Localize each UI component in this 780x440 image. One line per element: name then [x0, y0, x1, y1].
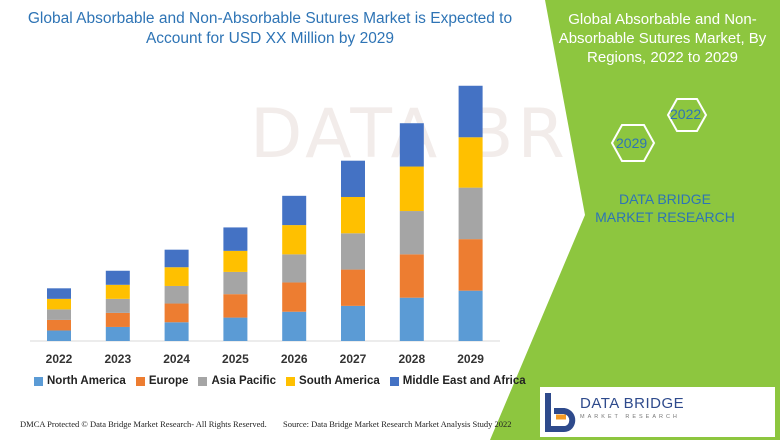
bar-segment-2028-asia-pacific [399, 211, 424, 255]
legend-label: Middle East and Africa [402, 375, 526, 387]
bar-segment-2028-north-america [399, 297, 424, 341]
legend-item: Asia Pacific [198, 375, 276, 387]
bar-segment-2027-middle-east-and-africa [341, 160, 365, 197]
footer-copyright: DMCA Protected © Data Bridge Market Rese… [20, 419, 267, 429]
bar-segment-2024-europe [164, 303, 189, 323]
x-tick-label: 2026 [281, 352, 308, 366]
bar-segment-2025-middle-east-and-africa [223, 227, 248, 251]
bar-segment-2026-asia-pacific [282, 254, 307, 283]
bar-segment-2023-south-america [105, 284, 130, 299]
logo-mark-icon [545, 393, 576, 432]
bar-segment-2028-europe [399, 254, 424, 298]
x-tick-label: 2023 [104, 352, 131, 366]
bar-segment-2024-south-america [164, 267, 189, 286]
bar-segment-2027-south-america [341, 196, 365, 234]
x-tick-label: 2029 [457, 352, 484, 366]
bar-segment-2023-middle-east-and-africa [105, 270, 130, 285]
legend-swatch [34, 376, 43, 386]
logo-name: DATA BRIDGE [580, 395, 685, 412]
bar-segment-2027-europe [341, 269, 365, 306]
bar-segment-2023-north-america [105, 326, 130, 341]
legend-item: Middle East and Africa [389, 375, 526, 387]
legend-label: Europe [148, 375, 189, 387]
bar-segment-2024-asia-pacific [164, 285, 189, 304]
bar-segment-2028-south-america [399, 166, 424, 212]
bar-segment-2027-north-america [341, 305, 365, 341]
legend-label: Asia Pacific [211, 375, 277, 387]
stacked-bar-chart: 2022 2023 2024 2025 2026 2027 2028 2029 [30, 85, 500, 366]
legend-label: South America [299, 375, 380, 387]
legend-item: South America [286, 375, 380, 387]
logo-subtitle: MARKET RESEARCH [580, 414, 680, 420]
logo: DATA BRIDGE MARKET RESEARCH [540, 387, 775, 437]
x-tick-label: 2027 [340, 352, 367, 366]
x-tick-label: 2024 [163, 352, 190, 366]
bar-segment-2026-north-america [282, 311, 307, 341]
bar-segment-2029-middle-east-and-africa [458, 85, 483, 138]
bar-segment-2025-north-america [223, 317, 248, 341]
legend-item: Europe [135, 375, 189, 387]
bar-segment-2023-europe [105, 312, 130, 327]
legend-swatch [286, 376, 296, 386]
hex-label-2022: 2022 [670, 106, 702, 122]
legend-swatch [135, 376, 145, 386]
bar-segment-2026-south-america [282, 225, 307, 255]
x-tick-label: 2028 [398, 352, 425, 366]
chart-legend: North America Europe Asia Pacific South Ame… [34, 375, 526, 387]
bar-segment-2022-europe [47, 319, 71, 331]
footer-source: Source: Data Bridge Market Research Mark… [283, 419, 512, 429]
bar-segment-2027-asia-pacific [341, 233, 365, 270]
bar-segment-2024-middle-east-and-africa [164, 249, 189, 268]
legend-swatch [198, 376, 208, 386]
bar-segment-2029-europe [458, 239, 483, 291]
bar-segment-2024-north-america [164, 322, 189, 341]
legend-label: North America [47, 375, 126, 387]
bar-segment-2026-middle-east-and-africa [282, 195, 307, 226]
chart-title: Global Absorbable and Non-Absorbable Sut… [27, 10, 513, 47]
brand-text: DATA BRIDGE MARKET RESEARCH [595, 191, 735, 225]
bar-segment-2023-asia-pacific [105, 298, 130, 313]
legend-swatch [389, 376, 399, 386]
bar-segment-2028-middle-east-and-africa [399, 123, 424, 167]
bar-segment-2022-asia-pacific [47, 309, 71, 320]
bar-segment-2022-north-america [47, 330, 71, 341]
x-tick-label: 2025 [222, 352, 249, 366]
bar-segment-2029-north-america [458, 290, 483, 341]
bar-segment-2029-asia-pacific [458, 187, 483, 240]
bar-segment-2029-south-america [458, 137, 483, 188]
hex-label-2029: 2029 [616, 135, 648, 151]
bar-segment-2022-middle-east-and-africa [47, 288, 71, 299]
bar-segment-2025-europe [223, 294, 248, 318]
x-tick-label: 2022 [46, 352, 73, 366]
bar-segment-2026-europe [282, 282, 307, 312]
bar-segment-2022-south-america [47, 298, 71, 310]
bar-segment-2025-south-america [223, 250, 248, 272]
bar-segment-2025-asia-pacific [223, 271, 248, 295]
legend-item: North America [34, 375, 126, 387]
panel-title: Global Absorbable and Non-Absorbable Sut… [558, 11, 767, 66]
hexagon-2029-icon [610, 124, 656, 162]
hexagon-2022-icon [666, 98, 708, 132]
